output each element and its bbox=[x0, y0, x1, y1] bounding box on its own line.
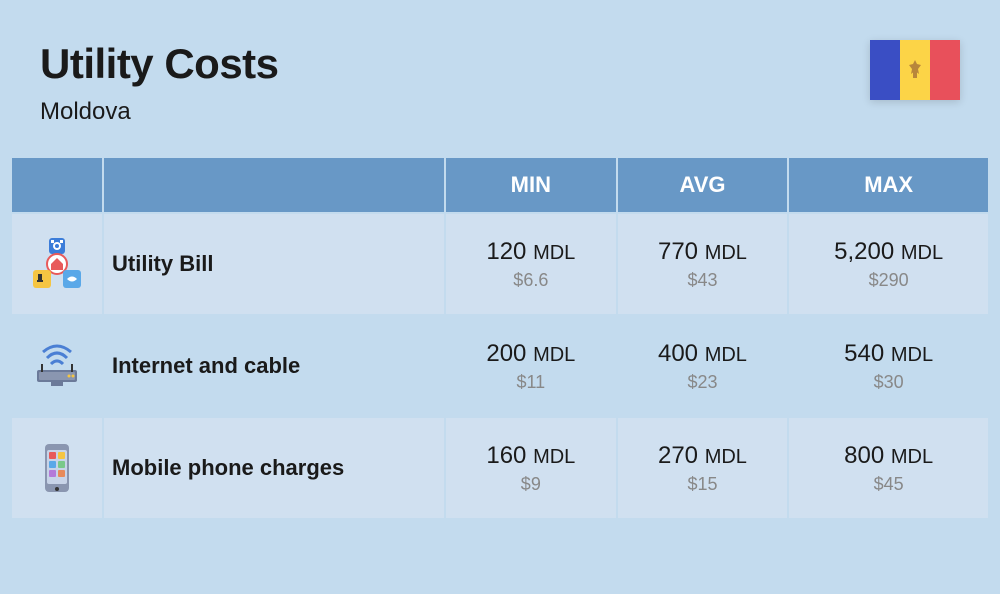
flag-emblem-icon bbox=[907, 60, 923, 80]
col-icon bbox=[12, 158, 102, 212]
cell-min: 200 MDL $11 bbox=[446, 316, 616, 416]
cell-max: 540 MDL $30 bbox=[789, 316, 988, 416]
table-row: Utility Bill 120 MDL $6.6 770 MDL $43 5,… bbox=[12, 214, 988, 314]
header: Utility Costs Moldova bbox=[0, 0, 1000, 156]
col-min: MIN bbox=[446, 158, 616, 212]
page-title: Utility Costs bbox=[40, 40, 279, 88]
cell-max: 800 MDL $45 bbox=[789, 418, 988, 518]
country-name: Moldova bbox=[40, 98, 279, 126]
cell-avg: 770 MDL $43 bbox=[618, 214, 788, 314]
table-body: Utility Bill 120 MDL $6.6 770 MDL $43 5,… bbox=[12, 214, 988, 518]
cell-avg: 400 MDL $23 bbox=[618, 316, 788, 416]
internet-icon bbox=[27, 336, 87, 396]
table-row: Mobile phone charges 160 MDL $9 270 MDL … bbox=[12, 418, 988, 518]
col-avg: AVG bbox=[618, 158, 788, 212]
cell-max: 5,200 MDL $290 bbox=[789, 214, 988, 314]
cell-min: 120 MDL $6.6 bbox=[446, 214, 616, 314]
row-label: Mobile phone charges bbox=[104, 418, 444, 518]
row-label: Utility Bill bbox=[104, 214, 444, 314]
mobile-icon bbox=[27, 438, 87, 498]
col-max: MAX bbox=[789, 158, 988, 212]
table-header-row: MIN AVG MAX bbox=[12, 158, 988, 212]
header-text: Utility Costs Moldova bbox=[40, 40, 279, 126]
col-label bbox=[104, 158, 444, 212]
cost-table: MIN AVG MAX bbox=[10, 156, 990, 520]
utility-bill-icon bbox=[27, 234, 87, 294]
cell-min: 160 MDL $9 bbox=[446, 418, 616, 518]
cell-avg: 270 MDL $15 bbox=[618, 418, 788, 518]
country-flag-icon bbox=[870, 40, 960, 100]
table-row: Internet and cable 200 MDL $11 400 MDL $… bbox=[12, 316, 988, 416]
row-label: Internet and cable bbox=[104, 316, 444, 416]
